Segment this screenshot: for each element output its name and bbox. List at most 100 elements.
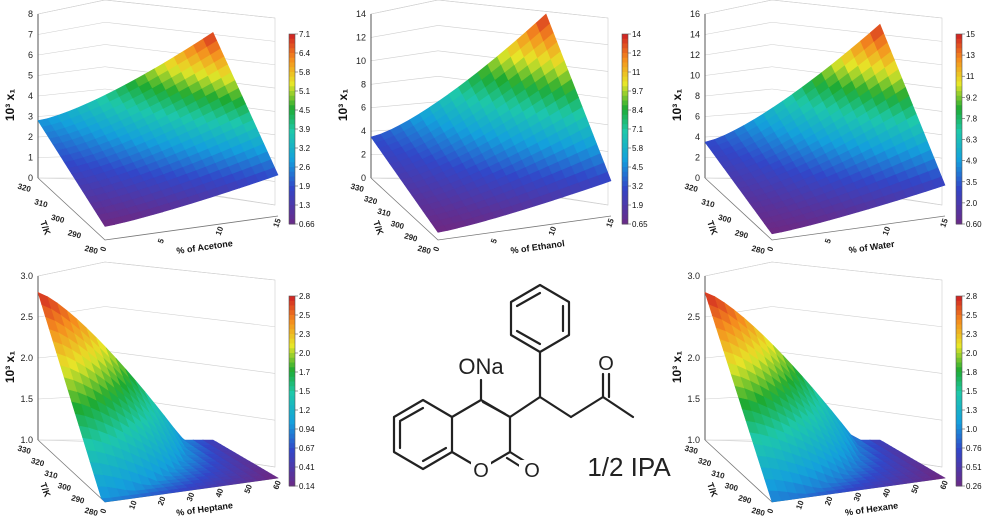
colorbar-segment (956, 157, 962, 163)
colorbar-label: 1.5 (299, 387, 311, 396)
colorbar-segment (956, 343, 962, 349)
colorbar-segment (289, 110, 295, 116)
colorbar-label: 6.4 (299, 49, 311, 58)
colorbar-segment (289, 310, 295, 316)
colorbar-segment (956, 133, 962, 139)
grid-line (104, 0, 276, 19)
colorbar-segment (289, 400, 295, 406)
colorbar-segment (289, 67, 295, 73)
t-tick-label: 280 (84, 506, 100, 518)
grid-line (704, 66, 773, 76)
colorbar-label: 0.14 (299, 482, 315, 491)
colorbar-segment (289, 195, 295, 201)
grid-line (37, 66, 106, 76)
colorbar-segment (622, 48, 628, 54)
colorbar-label: 4.5 (299, 106, 311, 115)
z-tick-label: 8 (695, 91, 700, 101)
solvate-label: 1/2 IPA (587, 452, 671, 482)
colorbar-segment (289, 219, 295, 225)
colorbar-segment (956, 319, 962, 325)
colorbar-label: 2.3 (299, 330, 311, 339)
floor-frame (704, 177, 946, 241)
colorbar-segment (956, 429, 962, 435)
colorbar-segment (956, 200, 962, 206)
t-tick-label: 280 (84, 244, 100, 256)
colorbar-segment (956, 43, 962, 49)
z-tick-label: 12 (690, 50, 700, 60)
t-axis-label: T/K (38, 219, 53, 237)
x-tick-label: 0 (98, 507, 108, 515)
colorbar-label: 0.76 (966, 444, 982, 453)
colorbar-segment (289, 457, 295, 463)
colorbar-segment (956, 376, 962, 382)
x-tick-label: 40 (881, 487, 893, 499)
colorbar-segment (622, 148, 628, 154)
colorbar-segment (289, 395, 295, 401)
colorbar-segment (289, 119, 295, 125)
t-tick-label: 290 (737, 493, 753, 505)
colorbar-segment (289, 176, 295, 182)
colorbar-segment (289, 376, 295, 382)
colorbar-segment (956, 81, 962, 87)
colorbar-segment (956, 62, 962, 68)
x-tick-label: 15 (604, 217, 616, 229)
z-tick-label: 5 (28, 71, 33, 81)
colorbar-segment (956, 305, 962, 311)
colorbar-label: 0.41 (299, 463, 315, 472)
colorbar-segment (289, 129, 295, 135)
colorbar-segment (956, 476, 962, 482)
colorbar-segment (956, 48, 962, 54)
colorbar-segment (289, 372, 295, 378)
surface (37, 32, 279, 227)
colorbar-label: 3.2 (299, 144, 311, 153)
colorbar-segment (289, 95, 295, 101)
colorbar-segment (956, 209, 962, 215)
grid-line (437, 0, 609, 19)
x-tick-label: 20 (156, 495, 168, 507)
colorbar-segment (956, 167, 962, 173)
colorbar-segment (956, 176, 962, 182)
t-tick-label: 320 (30, 456, 46, 468)
colorbar-label: 1.5 (966, 387, 978, 396)
colorbar-segment (956, 324, 962, 330)
colorbar-label: 2.0 (966, 199, 978, 208)
t-tick-label: 310 (700, 197, 716, 209)
colorbar-segment (289, 462, 295, 468)
colorbar-segment (956, 457, 962, 463)
colorbar-segment (289, 43, 295, 49)
z-tick-label: 14 (356, 9, 366, 19)
colorbar-segment (289, 476, 295, 482)
colorbar-segment (289, 329, 295, 335)
z-tick-label: 1.5 (687, 394, 700, 404)
pyranone-ring (450, 398, 512, 471)
x-tick-label: 0 (765, 245, 775, 253)
t-tick-label: 280 (751, 506, 767, 518)
colorbar-segment (956, 152, 962, 158)
colorbar-label: 9.2 (966, 93, 978, 102)
colorbar-segment (622, 176, 628, 182)
z-tick-label: 6 (361, 103, 366, 113)
z-tick-label: 0 (361, 173, 366, 183)
t-tick-label: 310 (33, 197, 49, 209)
t-tick-label: 310 (376, 207, 392, 219)
colorbar-segment (956, 391, 962, 397)
colorbar-segment (956, 110, 962, 116)
grid-line (704, 44, 773, 56)
z-tick-label: 6 (695, 112, 700, 122)
colorbar-label: 5.8 (632, 144, 644, 153)
colorbar-segment (289, 105, 295, 111)
colorbar-segment (622, 214, 628, 220)
colorbar-label: 8.4 (632, 106, 644, 115)
colorbar-label: 11 (966, 72, 975, 81)
colorbar-segment (956, 186, 962, 192)
colorbar-segment (289, 338, 295, 344)
colorbar-segment (622, 152, 628, 158)
x-tick-label: 50 (243, 483, 255, 495)
z-tick-label: 10 (356, 56, 366, 66)
colorbar-label: 2.8 (299, 292, 311, 301)
x-axis-label: % of Heptane (176, 500, 234, 518)
colorbar-label: 0.51 (966, 463, 982, 472)
colorbar-segment (956, 462, 962, 468)
benzo-ring (392, 398, 454, 471)
colorbar-label: 1.8 (966, 368, 978, 377)
